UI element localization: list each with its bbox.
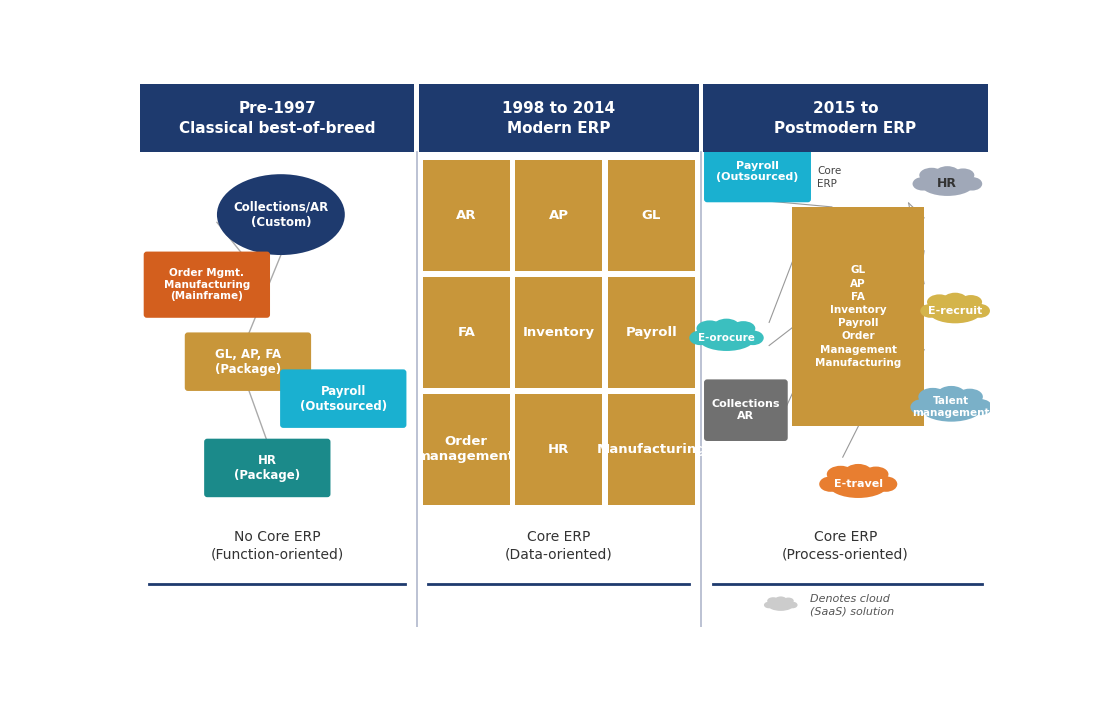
FancyBboxPatch shape bbox=[144, 251, 270, 318]
Text: AR: AR bbox=[456, 209, 476, 222]
FancyBboxPatch shape bbox=[792, 207, 924, 427]
Ellipse shape bbox=[783, 598, 794, 604]
Ellipse shape bbox=[767, 597, 779, 605]
Ellipse shape bbox=[920, 168, 944, 182]
Ellipse shape bbox=[968, 399, 992, 415]
Ellipse shape bbox=[864, 467, 889, 482]
Text: GL, AP, FA
(Package): GL, AP, FA (Package) bbox=[214, 348, 280, 376]
FancyBboxPatch shape bbox=[607, 160, 695, 271]
Text: 1998 to 2014
Modern ERP: 1998 to 2014 Modern ERP bbox=[502, 101, 615, 136]
Ellipse shape bbox=[921, 172, 975, 196]
Text: Payroll: Payroll bbox=[625, 326, 678, 339]
Ellipse shape bbox=[952, 168, 975, 182]
FancyBboxPatch shape bbox=[607, 394, 695, 505]
FancyBboxPatch shape bbox=[703, 84, 988, 152]
FancyBboxPatch shape bbox=[419, 84, 698, 152]
Ellipse shape bbox=[918, 388, 947, 406]
Ellipse shape bbox=[827, 466, 855, 483]
Text: Core ERP
(Process-oriented): Core ERP (Process-oriented) bbox=[782, 529, 909, 562]
Ellipse shape bbox=[763, 602, 773, 608]
Ellipse shape bbox=[962, 177, 982, 191]
Text: Collections/AR
(Custom): Collections/AR (Custom) bbox=[233, 201, 329, 229]
Text: Order Mgmt.
Manufacturing
(Mainframe): Order Mgmt. Manufacturing (Mainframe) bbox=[164, 268, 250, 301]
Text: GL
AP
FA
Inventory
Payroll
Order
Management
Manufacturing: GL AP FA Inventory Payroll Order Managem… bbox=[815, 265, 901, 367]
Text: 2015 to
Postmodern ERP: 2015 to Postmodern ERP bbox=[774, 101, 916, 136]
Ellipse shape bbox=[970, 304, 990, 318]
FancyBboxPatch shape bbox=[515, 160, 602, 271]
Ellipse shape bbox=[937, 386, 966, 403]
FancyBboxPatch shape bbox=[185, 332, 311, 391]
Text: Collections
AR: Collections AR bbox=[712, 399, 780, 421]
Text: Core
ERP: Core ERP bbox=[817, 166, 842, 189]
FancyBboxPatch shape bbox=[140, 84, 415, 152]
Text: Pre-1997
Classical best-of-breed: Pre-1997 Classical best-of-breed bbox=[178, 101, 375, 136]
FancyBboxPatch shape bbox=[205, 439, 330, 497]
Text: HR: HR bbox=[548, 443, 570, 455]
Text: E-travel: E-travel bbox=[834, 479, 882, 489]
Ellipse shape bbox=[217, 174, 344, 255]
Ellipse shape bbox=[911, 399, 934, 415]
Ellipse shape bbox=[913, 177, 933, 191]
Ellipse shape bbox=[928, 298, 982, 323]
FancyBboxPatch shape bbox=[280, 370, 406, 428]
Ellipse shape bbox=[927, 294, 952, 310]
FancyBboxPatch shape bbox=[422, 160, 509, 271]
Ellipse shape bbox=[742, 330, 763, 345]
FancyBboxPatch shape bbox=[607, 277, 695, 388]
Ellipse shape bbox=[696, 320, 723, 337]
Text: Order
management: Order management bbox=[417, 435, 515, 463]
Text: Core ERP
(Data-oriented): Core ERP (Data-oriented) bbox=[505, 529, 613, 562]
FancyBboxPatch shape bbox=[515, 394, 602, 505]
Ellipse shape bbox=[957, 389, 983, 405]
FancyBboxPatch shape bbox=[422, 277, 509, 388]
FancyBboxPatch shape bbox=[704, 141, 811, 202]
Text: Manufacturing: Manufacturing bbox=[596, 443, 706, 455]
Ellipse shape bbox=[828, 470, 889, 498]
Ellipse shape bbox=[943, 293, 968, 308]
Ellipse shape bbox=[959, 295, 982, 309]
FancyBboxPatch shape bbox=[515, 277, 602, 388]
Ellipse shape bbox=[820, 477, 842, 492]
Text: Denotes cloud
(SaaS) solution: Denotes cloud (SaaS) solution bbox=[811, 593, 894, 616]
Text: HR: HR bbox=[937, 177, 957, 190]
Text: Payroll
(Outsourced): Payroll (Outsourced) bbox=[716, 161, 799, 182]
Ellipse shape bbox=[920, 393, 983, 422]
Text: FA: FA bbox=[458, 326, 475, 339]
Text: GL: GL bbox=[641, 209, 661, 222]
Ellipse shape bbox=[845, 464, 872, 481]
Text: E-orocure: E-orocure bbox=[698, 333, 755, 343]
FancyBboxPatch shape bbox=[704, 379, 788, 441]
Text: Talent
management: Talent management bbox=[913, 396, 990, 418]
Ellipse shape bbox=[874, 477, 898, 492]
Text: E-recruit: E-recruit bbox=[928, 306, 982, 316]
Ellipse shape bbox=[713, 319, 739, 334]
Ellipse shape bbox=[732, 321, 756, 336]
Text: Inventory: Inventory bbox=[522, 326, 595, 339]
Ellipse shape bbox=[690, 330, 711, 345]
Ellipse shape bbox=[935, 166, 959, 181]
Ellipse shape bbox=[788, 602, 798, 608]
Text: AP: AP bbox=[549, 209, 569, 222]
Ellipse shape bbox=[774, 596, 786, 603]
Text: No Core ERP
(Function-oriented): No Core ERP (Function-oriented) bbox=[210, 529, 343, 562]
Text: Payroll
(Outsourced): Payroll (Outsourced) bbox=[299, 384, 387, 413]
Ellipse shape bbox=[768, 599, 794, 611]
FancyBboxPatch shape bbox=[422, 394, 509, 505]
Ellipse shape bbox=[921, 304, 940, 318]
Ellipse shape bbox=[697, 325, 756, 351]
Text: HR
(Package): HR (Package) bbox=[234, 454, 300, 482]
